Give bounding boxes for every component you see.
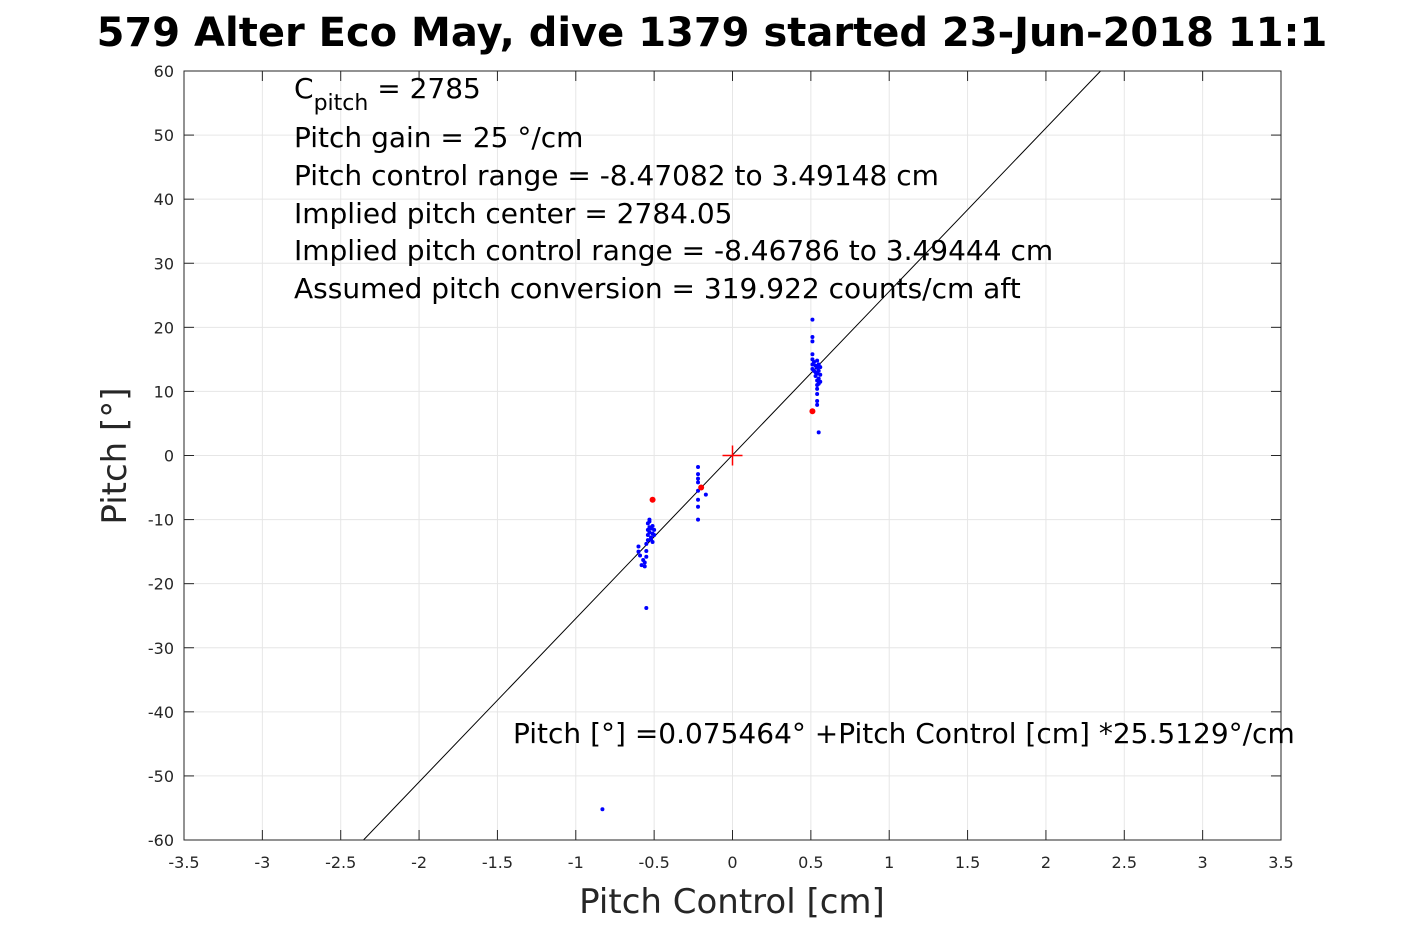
observed-point bbox=[650, 523, 655, 528]
x-tick-label: 0.5 bbox=[798, 853, 823, 872]
x-tick-label: 1.5 bbox=[955, 853, 980, 872]
observed-point bbox=[644, 606, 649, 611]
c-pitch-base: C bbox=[294, 72, 314, 105]
observed-point bbox=[600, 807, 605, 812]
chart-title: 579 Alter Eco May, dive 1379 started 23-… bbox=[97, 10, 1328, 56]
x-tick-label: 2 bbox=[1041, 853, 1051, 872]
c-pitch-subscript: pitch bbox=[314, 91, 369, 116]
observed-point bbox=[810, 352, 815, 357]
c-pitch-value: = 2785 bbox=[368, 72, 481, 105]
y-tick-label: -10 bbox=[148, 511, 174, 530]
observed-point bbox=[645, 538, 650, 543]
center-layer bbox=[722, 445, 743, 466]
observed-point bbox=[644, 554, 649, 559]
observed-point bbox=[810, 339, 815, 344]
x-tick-label: 3.5 bbox=[1268, 853, 1293, 872]
observed-point bbox=[652, 527, 657, 532]
y-tick-label: 60 bbox=[154, 62, 174, 81]
observed-point bbox=[816, 430, 821, 435]
observed-point bbox=[816, 368, 821, 373]
observed-point bbox=[647, 517, 652, 522]
x-tick-label: -3.5 bbox=[168, 853, 199, 872]
observed-point bbox=[638, 553, 643, 558]
observed-point bbox=[811, 359, 816, 364]
y-axis-label: Pitch [°] bbox=[95, 387, 135, 524]
y-tick-label: -40 bbox=[148, 703, 174, 722]
observed-point bbox=[815, 358, 820, 363]
x-tick-label: -3 bbox=[254, 853, 270, 872]
observed-point bbox=[639, 563, 644, 568]
center-marker bbox=[722, 445, 743, 466]
observed-point bbox=[815, 391, 820, 396]
observed-point bbox=[696, 504, 701, 509]
pitch-conversion-annotation: Assumed pitch conversion = 319.922 count… bbox=[294, 272, 1021, 305]
observed-point bbox=[696, 517, 701, 522]
x-tick-label: 2.5 bbox=[1112, 853, 1137, 872]
observed-point bbox=[818, 365, 823, 370]
observed-point bbox=[815, 399, 820, 404]
implied-pitch-control-range-annotation: Implied pitch control range = -8.46786 t… bbox=[294, 234, 1053, 267]
y-tick-label: -60 bbox=[148, 831, 174, 850]
observed-point bbox=[647, 530, 652, 535]
x-axis-ticks: -3.5 -3 -2.5 -2 -1.5 -1 -0.5 0 0.5 1 1.5 2 2.5 3 3.5 bbox=[168, 71, 1294, 872]
observed-point bbox=[696, 480, 701, 485]
flagged-point bbox=[809, 408, 816, 415]
x-tick-label: 3 bbox=[1198, 853, 1208, 872]
y-tick-label: 30 bbox=[154, 254, 174, 273]
observed-point bbox=[644, 548, 649, 553]
flagged-point bbox=[698, 484, 705, 491]
observed-point bbox=[818, 372, 823, 377]
observed-point bbox=[652, 532, 657, 537]
observed-point bbox=[650, 540, 655, 545]
observed-point bbox=[815, 402, 820, 407]
y-tick-label: 40 bbox=[154, 190, 174, 209]
x-axis-label: Pitch Control [cm] bbox=[579, 882, 885, 922]
y-tick-label: -50 bbox=[148, 767, 174, 786]
fit-equation-annotation: Pitch [°] =0.075464° +Pitch Control [cm]… bbox=[513, 717, 1295, 750]
observed-point bbox=[815, 386, 820, 391]
x-tick-label: 1 bbox=[884, 853, 894, 872]
c-pitch-annotation: Cpitch = 2785 bbox=[294, 72, 481, 116]
observed-point bbox=[818, 379, 823, 384]
observed-point bbox=[696, 488, 701, 493]
observed-point bbox=[644, 541, 649, 546]
pitch-gain-annotation: Pitch gain = 25 °/cm bbox=[294, 121, 583, 154]
points-layer bbox=[600, 317, 823, 812]
x-tick-label: -0.5 bbox=[639, 853, 670, 872]
x-tick-label: -2.5 bbox=[325, 853, 356, 872]
observed-point bbox=[815, 365, 820, 370]
observed-point bbox=[703, 492, 708, 497]
observed-point bbox=[810, 334, 815, 339]
y-tick-label: -30 bbox=[148, 639, 174, 658]
x-tick-label: -1 bbox=[568, 853, 584, 872]
implied-pitch-center-annotation: Implied pitch center = 2784.05 bbox=[294, 197, 732, 230]
observed-point bbox=[696, 497, 701, 502]
observed-point bbox=[636, 544, 641, 549]
y-axis-ticks: -60 -50 -40 -30 -20 -10 0 10 20 30 40 50 60 bbox=[148, 62, 1281, 850]
observed-point bbox=[816, 376, 821, 381]
y-tick-label: 20 bbox=[154, 318, 174, 337]
y-tick-label: 0 bbox=[164, 447, 174, 466]
flagged-point bbox=[649, 496, 656, 503]
observed-point bbox=[696, 465, 701, 470]
x-tick-label: 0 bbox=[727, 853, 737, 872]
observed-point bbox=[696, 476, 701, 481]
y-tick-label: -20 bbox=[148, 575, 174, 594]
y-tick-label: 10 bbox=[154, 382, 174, 401]
observed-point bbox=[642, 560, 647, 565]
observed-point bbox=[696, 472, 701, 477]
observed-point bbox=[642, 564, 647, 569]
x-tick-label: -1.5 bbox=[482, 853, 513, 872]
observed-point bbox=[636, 549, 641, 554]
pitch-control-range-annotation: Pitch control range = -8.47082 to 3.4914… bbox=[294, 159, 939, 192]
y-tick-label: 50 bbox=[154, 126, 174, 145]
observed-point bbox=[810, 317, 815, 322]
x-tick-label: -2 bbox=[411, 853, 427, 872]
